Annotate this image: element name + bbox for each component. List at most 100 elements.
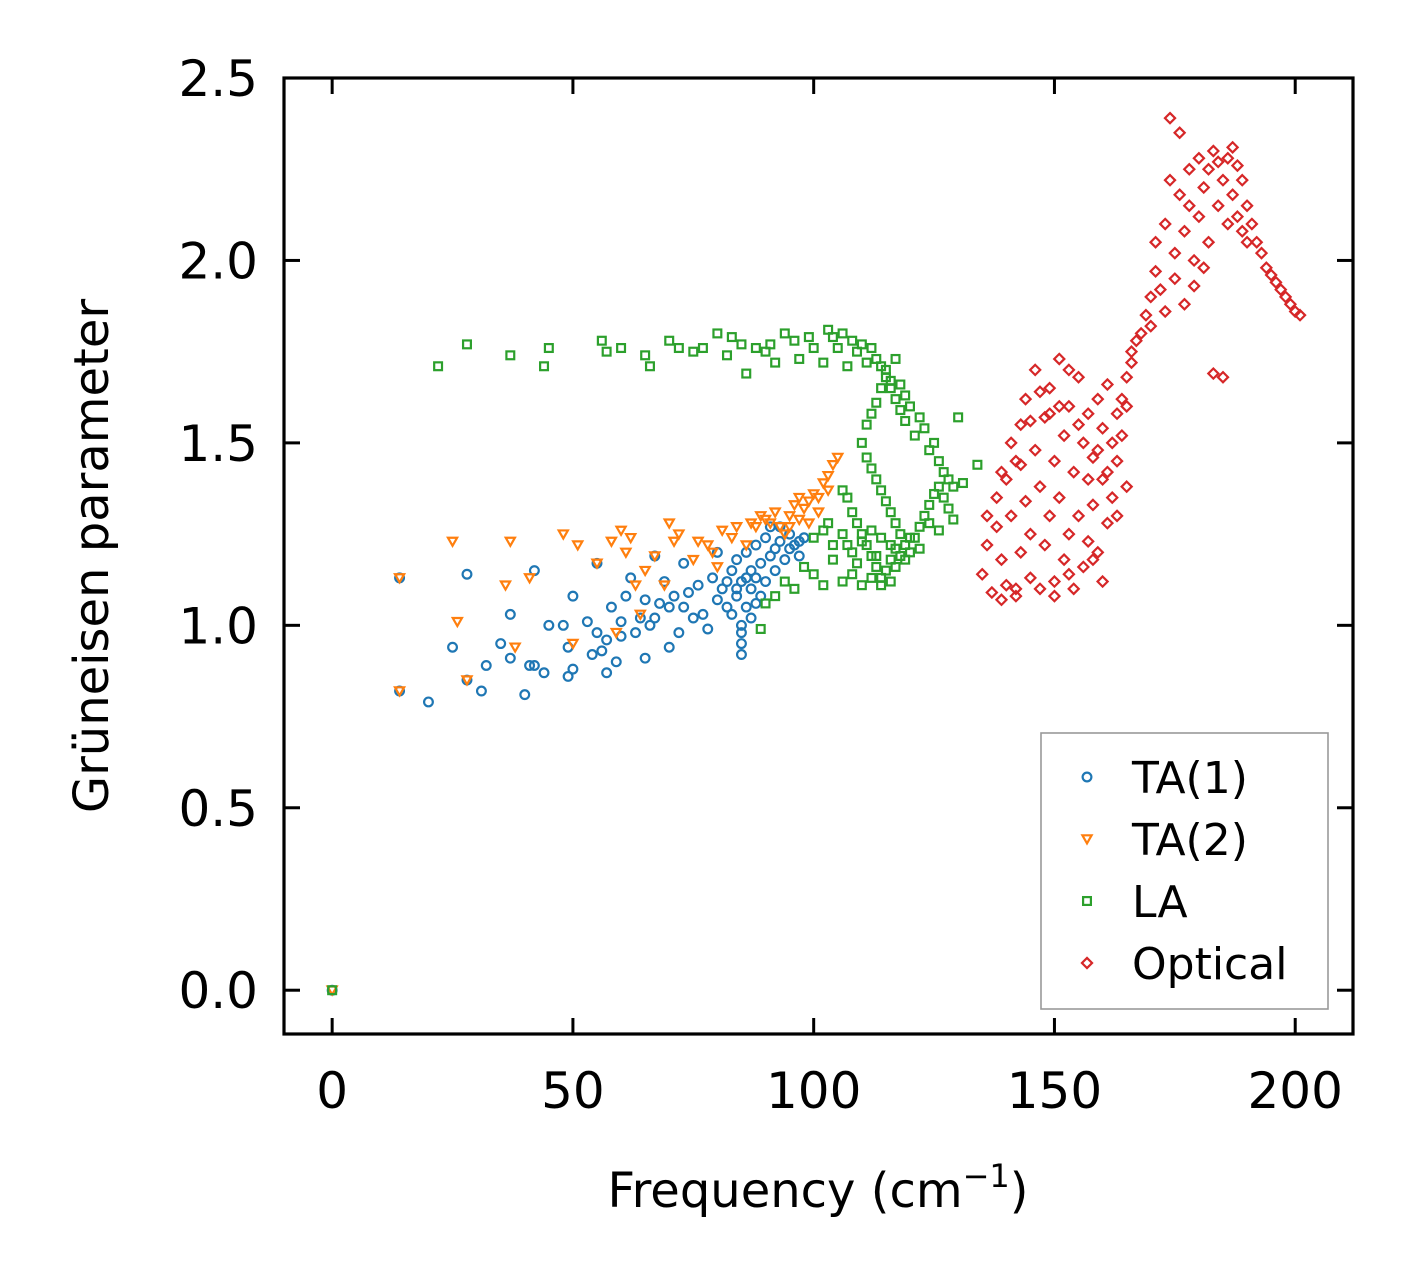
data-point bbox=[1177, 224, 1192, 238]
data-point bbox=[764, 550, 776, 562]
data-point bbox=[876, 580, 887, 591]
data-point bbox=[880, 565, 891, 576]
data-point bbox=[726, 565, 738, 577]
series-optical bbox=[975, 111, 1307, 607]
legend-label: TA(1) bbox=[1131, 753, 1248, 804]
data-points bbox=[325, 111, 1307, 997]
x-tick-label: 200 bbox=[1247, 1062, 1342, 1120]
data-point bbox=[890, 561, 901, 572]
data-point bbox=[461, 339, 472, 350]
data-point bbox=[686, 554, 700, 567]
data-point bbox=[890, 394, 901, 405]
data-point bbox=[614, 525, 628, 538]
data-point bbox=[861, 452, 872, 463]
data-point bbox=[1047, 574, 1062, 589]
data-point bbox=[1100, 516, 1115, 530]
data-point bbox=[1115, 392, 1129, 406]
data-point bbox=[712, 328, 723, 339]
data-point bbox=[1206, 366, 1220, 381]
data-point bbox=[837, 529, 848, 540]
data-point bbox=[1221, 151, 1235, 165]
data-point bbox=[706, 547, 720, 559]
data-point bbox=[1197, 180, 1211, 195]
data-point bbox=[1105, 436, 1119, 450]
data-point bbox=[1201, 162, 1216, 176]
data-point bbox=[999, 578, 1013, 592]
data-point bbox=[750, 539, 762, 551]
data-point bbox=[1009, 589, 1023, 603]
data-point bbox=[1240, 199, 1254, 213]
data-point bbox=[460, 675, 474, 687]
data-point bbox=[450, 616, 464, 629]
y-axis-label: Grüneisen parameter bbox=[64, 299, 120, 814]
data-point bbox=[711, 594, 723, 606]
data-point bbox=[610, 656, 622, 668]
data-point bbox=[919, 423, 930, 434]
data-point bbox=[847, 507, 858, 518]
data-point bbox=[948, 481, 959, 492]
y-tick-label: 2.5 bbox=[178, 50, 258, 108]
data-point bbox=[798, 532, 810, 544]
data-point bbox=[826, 459, 840, 472]
data-point bbox=[866, 343, 877, 354]
data-point bbox=[1192, 151, 1206, 165]
data-point bbox=[499, 580, 512, 592]
data-point bbox=[972, 459, 983, 470]
data-point bbox=[1168, 246, 1182, 260]
axis-ticks: 0 50 100 150 200 0.0 0.5 1.0 1.5 2.0 2.5 bbox=[178, 50, 1353, 1120]
data-point bbox=[620, 590, 632, 602]
data-point bbox=[523, 573, 537, 585]
data-point bbox=[750, 597, 762, 609]
data-point bbox=[735, 619, 747, 631]
data-point bbox=[638, 565, 652, 578]
data-point bbox=[1264, 268, 1278, 282]
data-point bbox=[1067, 465, 1081, 479]
data-point bbox=[1091, 392, 1105, 406]
data-point bbox=[1071, 418, 1086, 432]
data-point bbox=[1158, 304, 1172, 319]
data-point bbox=[1201, 235, 1216, 249]
x-tick-label: 150 bbox=[1007, 1062, 1102, 1120]
data-point bbox=[823, 518, 834, 529]
data-point bbox=[1057, 553, 1071, 567]
data-point bbox=[1067, 582, 1081, 596]
data-point bbox=[749, 522, 763, 534]
data-point bbox=[1091, 443, 1105, 457]
data-point bbox=[1062, 363, 1076, 377]
data-point bbox=[1226, 140, 1240, 154]
data-point bbox=[1173, 188, 1187, 202]
data-point bbox=[1110, 509, 1124, 523]
data-point bbox=[393, 573, 407, 585]
data-point bbox=[433, 361, 444, 372]
data-point bbox=[557, 619, 569, 631]
data-point bbox=[519, 689, 531, 701]
data-point bbox=[990, 491, 1004, 505]
data-point bbox=[799, 561, 810, 572]
data-point bbox=[1187, 253, 1201, 268]
data-point bbox=[797, 503, 811, 516]
data-point bbox=[673, 343, 684, 354]
data-point bbox=[1274, 283, 1288, 297]
data-point bbox=[770, 591, 781, 602]
plot-frame bbox=[282, 76, 1355, 1036]
y-tick-label: 0.0 bbox=[178, 962, 258, 1020]
data-point bbox=[980, 509, 994, 523]
data-point bbox=[648, 551, 662, 563]
data-point bbox=[769, 565, 781, 577]
data-point bbox=[566, 638, 580, 651]
data-point bbox=[735, 638, 747, 650]
data-point bbox=[1269, 275, 1283, 289]
data-point bbox=[1033, 385, 1047, 399]
data-point bbox=[943, 503, 954, 514]
data-point bbox=[1148, 264, 1163, 279]
data-point bbox=[1211, 155, 1225, 169]
data-point bbox=[604, 536, 618, 548]
data-point bbox=[1245, 217, 1259, 231]
data-point bbox=[1110, 454, 1124, 468]
data-point bbox=[663, 601, 675, 613]
data-point bbox=[678, 557, 690, 569]
data-point bbox=[812, 507, 825, 519]
data-point bbox=[1120, 480, 1134, 494]
legend-marker bbox=[1081, 895, 1093, 907]
